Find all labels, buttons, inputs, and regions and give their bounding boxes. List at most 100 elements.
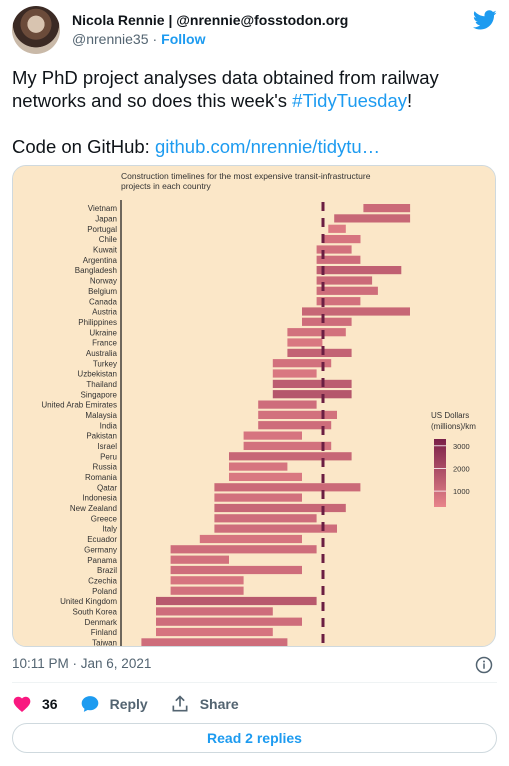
country-label: Vietnam	[88, 204, 118, 213]
svg-text:US Dollars: US Dollars	[431, 411, 469, 420]
bar-peru	[229, 452, 352, 461]
heart-icon	[13, 696, 31, 712]
bar-philippines	[302, 317, 352, 326]
country-label: Ukraine	[89, 328, 117, 337]
bar-uzbekistan	[272, 369, 317, 378]
bar-japan	[334, 214, 411, 223]
bar-belgium	[316, 286, 378, 295]
country-label: Greece	[91, 514, 118, 523]
legend-tick-label: 1000	[453, 487, 470, 496]
bar-south-korea	[156, 607, 273, 616]
speech-bubble-icon	[81, 696, 98, 712]
svg-text:(millions)/km: (millions)/km	[431, 422, 476, 431]
country-label: Czechia	[88, 576, 117, 585]
bar-greece	[214, 514, 317, 523]
tweet-text-end: !	[406, 90, 413, 111]
bar-austria	[302, 307, 410, 316]
svg-text:projects in each country: projects in each country	[121, 181, 212, 191]
bar-indonesia	[214, 493, 302, 502]
svg-text:Construction timelines for the: Construction timelines for the most expe…	[121, 171, 371, 181]
reply-label: Reply	[109, 696, 148, 712]
tweet-header: Nicola Rennie | @nrennie@fosstodon.org @…	[12, 6, 497, 56]
country-label: Israel	[97, 442, 117, 451]
bar-chile	[322, 235, 361, 244]
info-icon[interactable]	[475, 656, 493, 674]
bar-australia	[287, 348, 352, 357]
bar-pakistan	[243, 431, 302, 440]
country-label: Turkey	[93, 359, 117, 368]
country-label: Taiwan	[92, 639, 117, 648]
bar-norway	[316, 276, 373, 285]
country-label: Uzbekistan	[77, 370, 117, 379]
like-button[interactable]: 36	[12, 694, 58, 714]
follow-button[interactable]: Follow	[161, 31, 206, 47]
country-label: France	[92, 339, 117, 348]
bar-united-arab-emirates	[258, 400, 317, 409]
country-label: Malaysia	[85, 411, 117, 420]
legend: US Dollars (millions)/km 1000 2000 3000	[431, 411, 476, 507]
like-count: 36	[42, 696, 58, 712]
country-label: United Arab Emirates	[41, 401, 117, 410]
github-link[interactable]: github.com/nrennie/tidytu…	[154, 136, 381, 157]
bar-romania	[229, 472, 302, 481]
tweet-paragraph: My PhD project analyses data obtained fr…	[12, 66, 492, 112]
handle-row: @nrennie35 · Follow	[72, 31, 206, 47]
reply-button[interactable]: Reply	[80, 694, 148, 714]
legend-tick-label: 3000	[453, 442, 470, 451]
bar-thailand	[272, 379, 352, 388]
bar-malaysia	[258, 410, 337, 419]
bar-singapore	[272, 390, 352, 399]
code-line: Code on GitHub: github.com/nrennie/tidyt…	[12, 135, 492, 158]
share-upload-icon	[172, 695, 188, 712]
country-label: Ecuador	[87, 535, 117, 544]
tweet-text: My PhD project analyses data obtained fr…	[12, 66, 492, 158]
bar-india	[258, 421, 332, 430]
country-label: India	[100, 421, 118, 430]
country-label: Romania	[85, 473, 118, 482]
bar-taiwan	[141, 638, 288, 646]
country-label: Italy	[102, 525, 117, 534]
legend-tick-label: 2000	[453, 465, 470, 474]
bar-finland	[156, 627, 273, 637]
read-replies-button[interactable]: Read 2 replies	[12, 723, 497, 753]
handle[interactable]: @nrennie35	[72, 31, 149, 47]
chart-image[interactable]: Construction timelines for the most expe…	[12, 165, 496, 647]
country-label: Austria	[92, 308, 117, 317]
country-label: Bangladesh	[75, 266, 117, 275]
timestamp[interactable]: 10:11 PM · Jan 6, 2021	[12, 656, 152, 671]
country-label: New Zealand	[70, 504, 117, 513]
twitter-bird-icon[interactable]	[473, 8, 497, 32]
bar-turkey	[272, 359, 332, 368]
bar-bangladesh	[316, 266, 402, 275]
country-label: Qatar	[97, 483, 117, 492]
bar-brazil	[170, 565, 302, 575]
bar-canada	[316, 297, 361, 306]
country-label: Canada	[89, 297, 118, 306]
country-label: Belgium	[88, 287, 117, 296]
bar-ukraine	[287, 328, 346, 337]
share-button[interactable]: Share	[170, 694, 239, 714]
country-label: Philippines	[78, 318, 117, 327]
bar-united-kingdom	[156, 596, 317, 606]
share-label: Share	[199, 696, 239, 712]
country-label: Portugal	[87, 225, 117, 234]
country-label: Brazil	[97, 566, 117, 575]
legend-colorbar	[434, 439, 446, 507]
timeline-chart: Construction timelines for the most expe…	[13, 166, 495, 648]
country-label: Indonesia	[82, 494, 117, 503]
country-label: Thailand	[86, 380, 117, 389]
avatar[interactable]	[12, 6, 60, 54]
bar-russia	[229, 462, 288, 471]
code-prefix: Code on GitHub:	[12, 136, 155, 157]
hashtag-link[interactable]: #TidyTuesday	[292, 90, 407, 111]
display-name[interactable]: Nicola Rennie | @nrennie@fosstodon.org	[72, 12, 349, 28]
bar-germany	[170, 545, 317, 554]
country-label: Germany	[84, 545, 117, 554]
country-label: United Kingdom	[60, 597, 117, 606]
bar-vietnam	[363, 204, 411, 213]
country-label: Finland	[91, 628, 117, 637]
bar-new-zealand	[214, 503, 346, 513]
action-bar: 36 Reply Share	[12, 692, 261, 716]
